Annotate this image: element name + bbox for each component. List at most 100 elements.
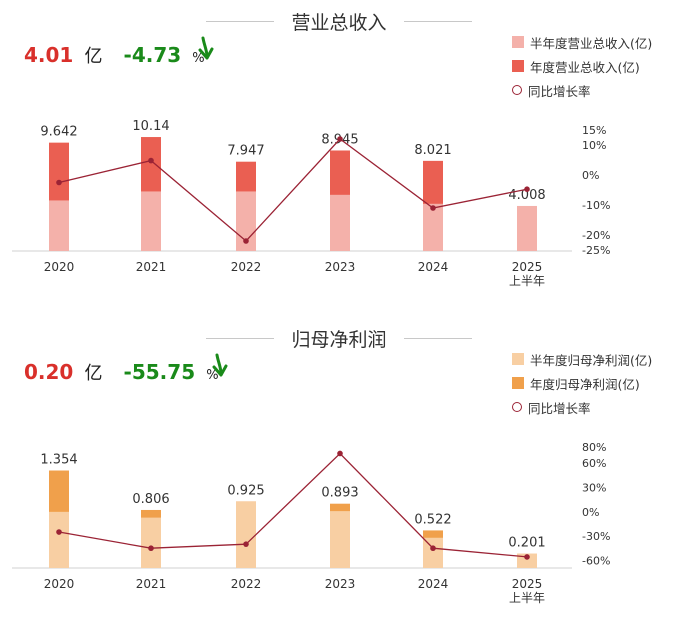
net-profit-value: 0.20 — [24, 360, 74, 384]
growth-rate-point — [56, 179, 62, 186]
x-tick-label: 2020 — [44, 577, 75, 591]
data-label: 0.201 — [508, 536, 545, 551]
legend-swatch — [512, 60, 524, 72]
growth-rate-point — [243, 238, 249, 244]
half-year-bar — [517, 205, 537, 251]
right-axis-tick-label: 10% — [582, 139, 606, 152]
legend-item: 半年度营业总收入(亿) — [512, 30, 652, 54]
half-year-bar — [49, 200, 69, 251]
half-year-bar — [423, 537, 443, 568]
half-year-bar — [236, 501, 256, 568]
x-tick-label: 2025 — [512, 260, 543, 274]
right-axis-tick-label: 0% — [582, 169, 599, 182]
legend-line-marker-icon — [512, 85, 522, 95]
x-tick-label: 2023 — [325, 260, 356, 274]
net-profit-title-row: 归母净利润 — [0, 325, 678, 352]
legend-label: 年度营业总收入(亿) — [530, 59, 640, 75]
data-label: 10.14 — [132, 119, 169, 134]
right-axis-tick-label: -30% — [582, 530, 610, 543]
right-axis-tick-label: -10% — [582, 199, 610, 212]
right-axis-tick-label: -60% — [582, 554, 610, 567]
x-tick-label: 2023 — [325, 577, 356, 591]
growth-rate-point — [337, 450, 343, 457]
title-divider-left — [206, 338, 275, 339]
growth-rate-point — [430, 545, 436, 552]
half-year-bar — [423, 203, 443, 251]
legend-swatch — [512, 353, 524, 365]
data-label: 1.354 — [40, 453, 77, 468]
revenue-value: 4.01 — [24, 43, 74, 67]
right-axis-tick-label: 30% — [582, 481, 606, 494]
x-tick-label: 2024 — [418, 260, 449, 274]
half-year-bar — [141, 517, 161, 568]
title-divider-right — [403, 21, 472, 22]
legend-label: 同比增长率 — [528, 400, 591, 416]
growth-rate-point — [524, 186, 530, 192]
revenue-title-row: 营业总收入 — [0, 8, 678, 35]
legend-item: 同比增长率 — [512, 78, 652, 102]
legend-label: 半年度归母净利润(亿) — [530, 352, 653, 368]
half-year-bar — [141, 191, 161, 251]
legend-item: 年度营业总收入(亿) — [512, 54, 652, 78]
net-profit-legend: 半年度归母净利润(亿) 年度归母净利润(亿) 同比增长率 — [512, 347, 652, 419]
right-axis-tick-label: -25% — [582, 244, 610, 257]
revenue-change: -4.73 — [123, 43, 182, 67]
half-year-bar — [49, 511, 69, 568]
right-axis-tick-label: 80% — [582, 441, 606, 454]
growth-rate-point — [243, 541, 249, 547]
down-arrow-icon — [198, 36, 214, 60]
data-label: 8.021 — [414, 143, 451, 158]
revenue-panel: 营业总收入 4.01 亿 -4.73 % 半年度营业总收入(亿) 年度营业总收入… — [0, 8, 678, 288]
data-label: 0.522 — [414, 512, 451, 527]
net-profit-chart: 1.354 2020 0.806 2021 0.925 2022 0.893 2023 0.52… — [12, 441, 610, 605]
right-axis-tick-label: 0% — [582, 506, 599, 519]
data-label: 0.925 — [227, 483, 264, 498]
revenue-change-unit: % — [192, 51, 205, 66]
net-profit-headline: 0.20 亿 -55.75 % — [24, 359, 219, 385]
x-tick-label: 2022 — [231, 260, 262, 274]
growth-rate-point — [337, 136, 343, 142]
x-tick-label: 2025 — [512, 577, 543, 591]
revenue-chart-title: 营业总收入 — [291, 12, 387, 34]
half-year-bar — [330, 194, 350, 251]
data-label: 7.947 — [227, 144, 264, 159]
x-tick-label: 2020 — [44, 260, 75, 274]
x-tick-sublabel: 上半年 — [509, 591, 545, 605]
data-label: 0.806 — [132, 492, 169, 507]
legend-item: 半年度归母净利润(亿) — [512, 347, 652, 371]
right-axis-tick-label: -20% — [582, 229, 610, 242]
x-tick-label: 2022 — [231, 577, 262, 591]
legend-line-marker-icon — [512, 402, 522, 412]
growth-rate-point — [524, 554, 530, 560]
net-profit-panel: 归母净利润 0.20 亿 -55.75 % 半年度归母净利润(亿) 年度归母净利… — [0, 317, 678, 634]
legend-item: 年度归母净利润(亿) — [512, 371, 652, 395]
net-profit-change: -55.75 — [123, 360, 196, 384]
half-year-bar — [330, 511, 350, 568]
data-label: 0.893 — [321, 486, 358, 501]
revenue-headline: 4.01 亿 -4.73 % — [24, 42, 205, 68]
title-divider-left — [206, 21, 275, 22]
x-tick-sublabel: 上半年 — [509, 274, 545, 288]
growth-rate-line — [58, 138, 528, 242]
x-tick-label: 2024 — [418, 577, 449, 591]
legend-swatch — [512, 377, 524, 389]
growth-rate-point — [56, 529, 62, 535]
revenue-chart: 9.642202010.1420217.94720228.94520238.02… — [12, 119, 610, 288]
down-arrow-icon — [212, 353, 228, 377]
x-tick-label: 2021 — [136, 260, 167, 274]
title-divider-right — [403, 338, 472, 339]
revenue-unit: 亿 — [84, 46, 103, 67]
right-axis-tick-label: 60% — [582, 457, 606, 470]
revenue-legend: 半年度营业总收入(亿) 年度营业总收入(亿) 同比增长率 — [512, 30, 652, 102]
net-profit-chart-title: 归母净利润 — [291, 329, 387, 351]
legend-label: 同比增长率 — [528, 83, 591, 99]
growth-rate-line — [58, 452, 528, 558]
legend-item: 同比增长率 — [512, 395, 652, 419]
right-axis-tick-label: 15% — [582, 124, 606, 137]
legend-label: 年度归母净利润(亿) — [530, 376, 640, 392]
growth-rate-point — [148, 157, 154, 164]
legend-label: 半年度营业总收入(亿) — [530, 35, 653, 51]
x-tick-label: 2021 — [136, 577, 167, 591]
growth-rate-point — [430, 205, 436, 211]
net-profit-change-unit: % — [206, 368, 219, 383]
